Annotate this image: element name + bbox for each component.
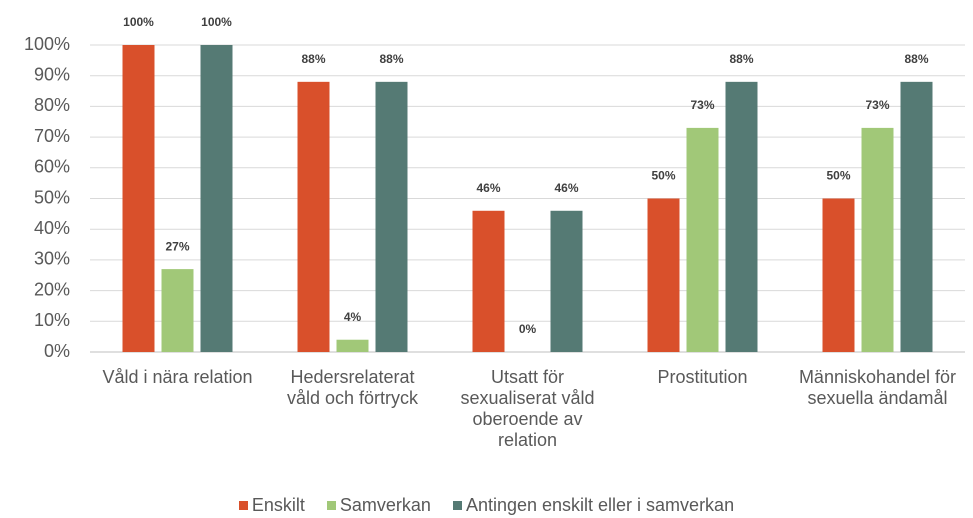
legend-label: Antingen enskilt eller i samverkan: [465, 495, 735, 515]
x-tick-label: Människohandel för sexuella ändamål: [798, 367, 957, 408]
bar: [861, 127, 894, 352]
y-tick-label: 10%: [34, 310, 70, 330]
legend-item: Samverkan: [326, 495, 431, 516]
data-label: 88%: [301, 52, 325, 66]
bar: [900, 81, 933, 352]
bar: [725, 81, 758, 352]
bar: [550, 210, 583, 352]
data-label: 27%: [165, 239, 189, 253]
bar: [472, 210, 505, 352]
data-label: 88%: [904, 52, 928, 66]
legend-swatch: [238, 501, 248, 510]
x-tick-label: Prostitution: [657, 367, 748, 387]
bar: [161, 269, 194, 352]
bar: [336, 339, 369, 352]
y-tick-label: 70%: [34, 126, 70, 146]
legend-label: Enskilt: [251, 495, 305, 515]
bar: [122, 45, 155, 352]
data-label: 46%: [554, 181, 578, 195]
bar: [822, 198, 855, 352]
bar: [686, 127, 719, 352]
legend-item: Enskilt: [238, 495, 305, 516]
data-label: 0%: [519, 322, 537, 336]
data-label: 50%: [826, 169, 850, 183]
legend-label: Samverkan: [339, 495, 431, 515]
bar: [200, 45, 233, 352]
x-tick-label: Utsatt för sexualiserat våld oberoende a…: [460, 367, 595, 450]
bar: [375, 81, 408, 352]
x-tick-label: Våld i nära relation: [102, 367, 253, 387]
y-tick-label: 30%: [34, 249, 70, 269]
y-tick-label: 90%: [34, 64, 70, 84]
y-tick-label: 100%: [24, 34, 70, 54]
y-tick-label: 20%: [34, 279, 70, 299]
x-tick-label: Hedersrelaterat våld och förtryck: [286, 367, 419, 408]
legend-item: Antingen enskilt eller i samverkan: [452, 495, 735, 516]
data-label: 50%: [651, 169, 675, 183]
legend-swatch: [326, 501, 336, 510]
y-tick-label: 80%: [34, 95, 70, 115]
data-label: 88%: [729, 52, 753, 66]
y-tick-label: 60%: [34, 157, 70, 177]
data-label: 46%: [476, 181, 500, 195]
bar: [297, 81, 330, 352]
data-label: 4%: [344, 310, 362, 324]
y-tick-label: 0%: [44, 341, 70, 361]
y-tick-label: 50%: [34, 187, 70, 207]
data-label: 73%: [690, 98, 714, 112]
data-label: 73%: [865, 98, 889, 112]
legend-swatch: [452, 501, 462, 510]
legend: Enskilt Samverkan Antingen enskilt eller i…: [0, 495, 973, 516]
bar: [647, 198, 680, 352]
data-label: 100%: [201, 15, 232, 29]
y-tick-label: 40%: [34, 218, 70, 238]
data-label: 88%: [379, 52, 403, 66]
data-label: 100%: [123, 15, 154, 29]
